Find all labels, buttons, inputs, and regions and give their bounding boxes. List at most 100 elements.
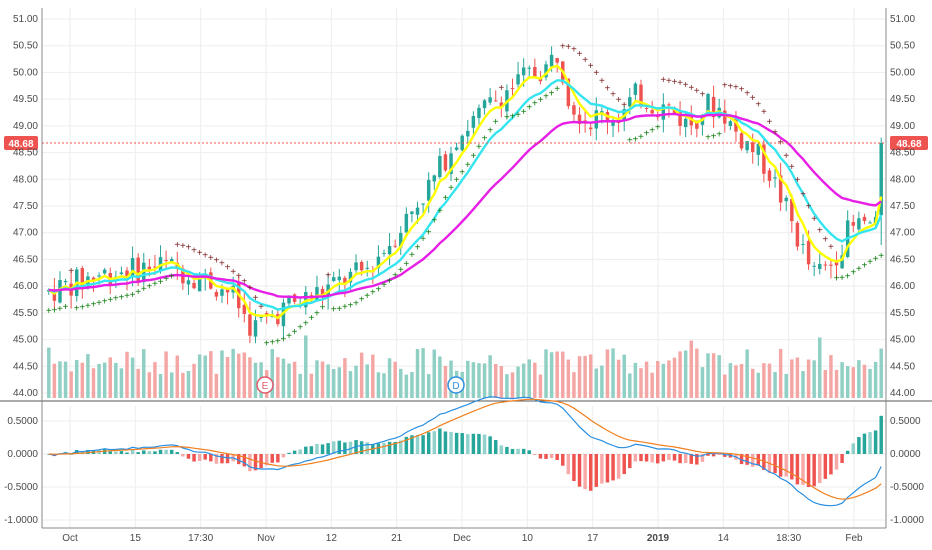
candle-body <box>337 276 342 281</box>
macd-histogram-bar <box>382 442 386 454</box>
y-tick-left: 51.00 <box>13 14 38 25</box>
macd-histogram-bar <box>432 431 437 454</box>
macd-histogram-bar <box>466 434 470 454</box>
macd-histogram-bar <box>695 454 699 465</box>
macd-histogram-bar <box>421 435 425 454</box>
psar-dot: + <box>610 90 616 101</box>
volume-bar <box>186 370 191 398</box>
macd-histogram-bar <box>711 454 716 457</box>
macd-histogram-bar <box>443 431 448 454</box>
psar-dot: + <box>359 294 365 305</box>
y-tick-right: 49.00 <box>890 121 915 132</box>
volume-bar <box>114 362 118 398</box>
macd-line <box>48 396 882 507</box>
volume-bar <box>91 368 96 398</box>
psar-dot: + <box>135 287 141 298</box>
macd-histogram-bar <box>399 440 403 454</box>
psar-dot: + <box>739 85 745 96</box>
macd-histogram-bar <box>672 454 677 461</box>
volume-bar <box>661 363 666 398</box>
volume-bar <box>700 367 705 398</box>
volume-bar <box>711 353 716 398</box>
macd-histogram-bar <box>387 441 392 454</box>
psar-dot: + <box>91 299 97 310</box>
psar-dot: + <box>828 242 834 253</box>
grid <box>42 8 886 528</box>
psar-dot: + <box>57 304 63 315</box>
psar-dot: + <box>577 49 583 60</box>
macd-histogram-bar <box>460 433 464 454</box>
x-tick: Dec <box>453 533 471 544</box>
macd-histogram-bar <box>130 449 135 454</box>
candle-body <box>158 257 163 271</box>
candle-body <box>851 222 856 226</box>
macd-histogram-bar <box>147 451 152 454</box>
psar-dot: + <box>806 201 812 212</box>
macd-histogram-bar <box>594 454 599 487</box>
psar-dot: + <box>632 134 638 145</box>
macd-histogram-bar <box>505 446 509 454</box>
candle-body <box>516 74 520 85</box>
volume-bar <box>672 357 677 398</box>
volume-bar <box>86 354 90 398</box>
candle-body <box>365 267 369 269</box>
macd-histogram-bar <box>471 433 476 454</box>
volume-bar <box>365 364 369 398</box>
volume-bar <box>281 358 286 398</box>
macd-histogram-bar <box>723 454 727 457</box>
psar-dot: + <box>532 99 538 110</box>
volume-bar <box>270 349 274 398</box>
volume-bar <box>287 363 291 398</box>
psar-dot: + <box>487 126 493 137</box>
volume-bar <box>225 356 230 398</box>
psar-dot: + <box>850 268 856 279</box>
psar-dot: + <box>409 250 415 261</box>
psar-dot: + <box>845 272 851 283</box>
macd-histogram-bar <box>142 450 146 454</box>
candle-body <box>432 175 437 182</box>
candle-body <box>862 216 867 222</box>
candle-body <box>471 116 476 128</box>
psar-dot: + <box>297 322 303 333</box>
candle-body <box>812 265 816 267</box>
volume-bar <box>410 371 414 398</box>
volume-bar <box>650 372 654 398</box>
macd-histogram-bar <box>600 454 604 484</box>
volume-bar <box>488 355 492 398</box>
macd-histogram-bar <box>242 454 247 467</box>
y-tick-left: 49.50 <box>13 94 38 105</box>
candle-body <box>527 67 531 69</box>
event-marker-label: D <box>452 381 459 392</box>
candle-body <box>829 264 833 266</box>
event-marker-circle <box>256 376 274 394</box>
psar-dot: + <box>398 265 404 276</box>
psar-dot: + <box>381 280 387 291</box>
macd-histogram-bar <box>292 450 297 454</box>
candle-body <box>136 257 140 282</box>
candle-body <box>410 211 414 215</box>
candle-body <box>656 116 660 118</box>
macd-histogram-bar <box>583 454 587 490</box>
volume-bar <box>505 374 509 398</box>
x-tick: 10 <box>522 533 534 544</box>
macd-histogram-bar <box>628 454 632 469</box>
macd-histogram-bar <box>611 454 615 481</box>
candle-body <box>801 243 805 245</box>
macd-y-tick-left: -0.5000 <box>4 482 38 493</box>
psar-dot: + <box>325 271 331 282</box>
psar-dot: + <box>415 242 421 253</box>
macd-histogram-bar <box>700 454 705 462</box>
volume-bar <box>600 365 604 398</box>
psar-dot: + <box>711 131 717 142</box>
psar-dot: + <box>118 292 124 303</box>
volume-bar <box>376 372 381 398</box>
candle-body <box>482 100 487 109</box>
psar-dot: + <box>688 83 694 94</box>
psar-dot: + <box>727 82 733 93</box>
event-marker-label: E <box>262 381 269 392</box>
candle-body <box>650 110 654 114</box>
volume-bar <box>823 370 828 398</box>
candle-body <box>840 255 844 269</box>
macd-histogram-bar <box>482 434 487 454</box>
